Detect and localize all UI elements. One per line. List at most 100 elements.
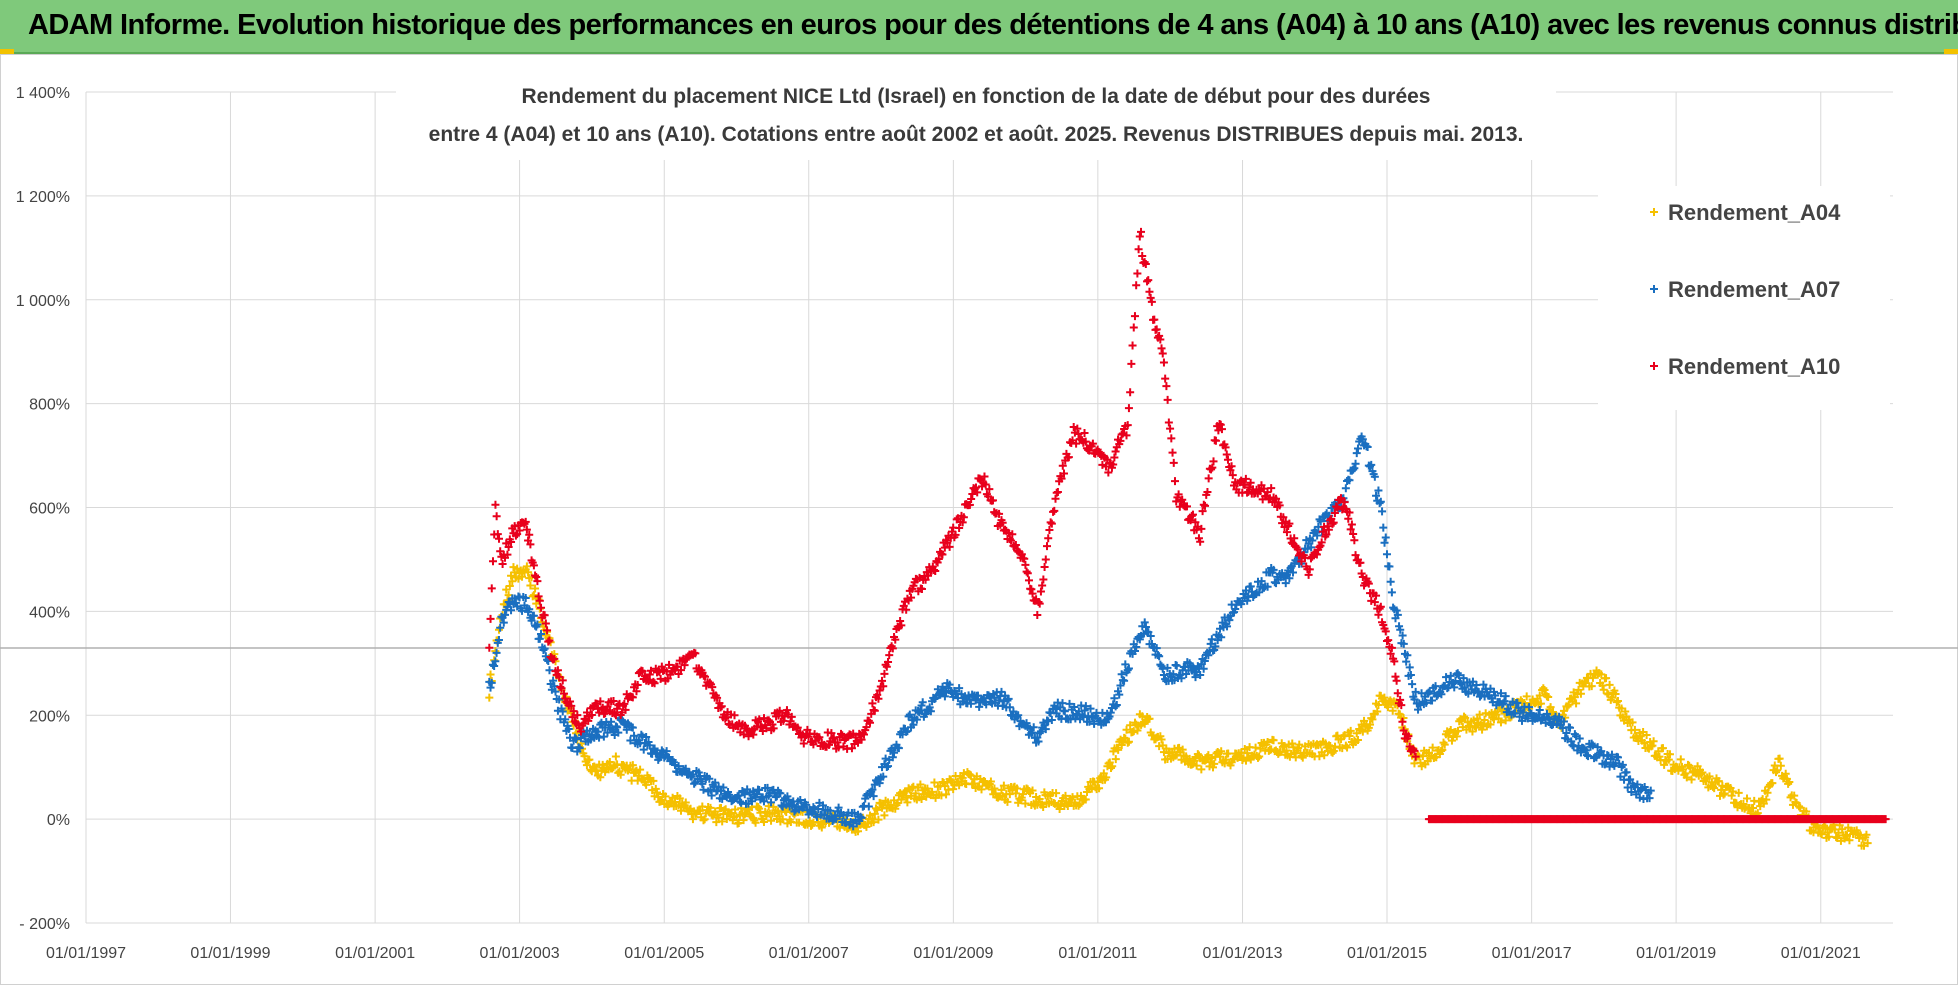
data-point <box>1138 252 1147 261</box>
data-point <box>1126 388 1135 397</box>
data-point <box>1267 484 1276 493</box>
data-point <box>561 715 570 724</box>
data-point <box>590 762 599 771</box>
data-point <box>1525 703 1534 712</box>
data-point <box>1681 769 1690 778</box>
data-point <box>767 816 776 825</box>
data-point <box>1135 232 1144 241</box>
data-point <box>690 779 699 788</box>
data-point <box>1108 762 1117 771</box>
data-point <box>880 811 889 820</box>
legend-label: Rendement_A07 <box>1668 277 1840 302</box>
data-point <box>787 712 796 721</box>
data-point <box>1727 791 1736 800</box>
data-point <box>799 739 808 748</box>
data-point <box>1450 683 1459 692</box>
data-point <box>942 790 951 799</box>
data-point <box>1057 474 1066 483</box>
data-point <box>1070 703 1079 712</box>
data-point <box>833 738 842 747</box>
data-point <box>1052 789 1061 798</box>
data-point <box>1116 681 1125 690</box>
data-point <box>1621 707 1630 716</box>
data-point <box>1824 832 1833 841</box>
data-point <box>971 696 980 705</box>
data-point <box>1012 712 1021 721</box>
data-point <box>788 801 797 810</box>
data-point <box>1007 536 1016 545</box>
data-point <box>535 596 544 605</box>
data-point <box>884 798 893 807</box>
data-point <box>1346 525 1355 534</box>
data-point <box>1536 699 1545 708</box>
data-point <box>1170 477 1179 486</box>
data-point <box>1862 830 1871 839</box>
data-point <box>1168 448 1177 457</box>
data-point <box>980 472 989 481</box>
data-point <box>1081 702 1090 711</box>
data-point <box>1486 720 1495 729</box>
data-point <box>814 734 823 743</box>
data-point <box>584 716 593 725</box>
data-point <box>1795 802 1804 811</box>
data-point <box>874 815 883 824</box>
data-point <box>1392 606 1401 615</box>
data-point <box>1501 716 1510 725</box>
data-point <box>1169 670 1178 679</box>
data-point <box>1263 582 1272 591</box>
data-point <box>896 616 905 625</box>
data-point <box>524 568 533 577</box>
data-point <box>1276 747 1285 756</box>
data-point <box>531 584 540 593</box>
data-point <box>1291 753 1300 762</box>
data-point <box>1227 462 1236 471</box>
data-point <box>1128 341 1137 350</box>
data-point <box>878 676 887 685</box>
data-point <box>778 815 787 824</box>
data-point <box>1364 579 1373 588</box>
data-point <box>795 818 804 827</box>
y-tick-label: 800% <box>29 397 70 414</box>
data-point <box>1317 538 1326 547</box>
data-point <box>1141 623 1150 632</box>
data-point <box>1043 542 1051 551</box>
data-point <box>717 702 726 711</box>
data-point <box>1010 542 1019 551</box>
data-point <box>1349 465 1358 474</box>
data-point <box>1475 710 1484 719</box>
data-point <box>1406 670 1415 679</box>
data-point <box>1345 508 1354 517</box>
data-point <box>572 735 581 744</box>
data-point <box>718 817 727 826</box>
data-point <box>1191 518 1200 527</box>
data-point <box>1320 751 1329 760</box>
data-point <box>1081 437 1090 446</box>
data-point <box>985 485 994 494</box>
data-point <box>1158 349 1167 358</box>
data-point <box>1240 744 1249 753</box>
data-point <box>958 773 967 782</box>
x-tick-label: 01/01/2019 <box>1636 945 1716 962</box>
data-point <box>1115 690 1124 699</box>
data-point <box>628 761 637 770</box>
data-point <box>1210 759 1219 768</box>
chart-title-line2: entre 4 (A04) et 10 ans (A10). Cotations… <box>429 123 1524 146</box>
data-point <box>1472 681 1481 690</box>
data-point <box>1400 725 1409 734</box>
data-point <box>1255 588 1264 597</box>
data-point <box>1211 436 1220 445</box>
data-point <box>926 707 935 716</box>
data-point <box>1035 794 1044 803</box>
y-tick-label: 1 000% <box>16 293 70 310</box>
data-point <box>636 765 645 774</box>
data-point <box>1345 732 1354 741</box>
data-point <box>1152 325 1161 334</box>
data-point <box>1356 558 1365 567</box>
data-point <box>1145 287 1154 296</box>
data-point <box>1228 471 1237 480</box>
data-point <box>1451 677 1460 686</box>
data-point <box>575 744 584 753</box>
data-point <box>676 666 685 675</box>
data-point <box>759 817 768 826</box>
data-point <box>1368 715 1377 724</box>
